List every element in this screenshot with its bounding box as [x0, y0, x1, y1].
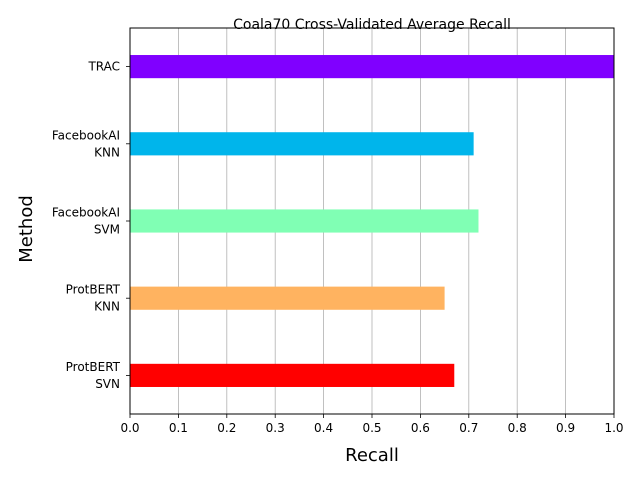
y-tick-label: SVN: [95, 377, 120, 391]
bar: [130, 286, 445, 310]
y-tick-label: KNN: [94, 145, 120, 159]
y-tick-label: KNN: [94, 300, 120, 314]
x-tick-label: 0.3: [266, 421, 285, 435]
x-tick-label: 0.4: [314, 421, 333, 435]
x-tick-label: 0.1: [169, 421, 188, 435]
x-tick-label: 1.0: [604, 421, 623, 435]
bars: [130, 55, 614, 387]
y-tick-label: FacebookAI: [52, 206, 120, 220]
bar: [130, 209, 479, 233]
y-tick-label: SVM: [94, 223, 120, 237]
x-tick-label: 0.6: [411, 421, 430, 435]
y-axis-label: Method: [16, 195, 37, 263]
x-tick-label: 0.5: [362, 421, 381, 435]
y-tick-label: ProtBERT: [66, 360, 121, 374]
bar: [130, 132, 474, 156]
y-tick-label: TRAC: [87, 60, 120, 74]
x-axis-label: Recall: [345, 445, 399, 466]
bar: [130, 363, 455, 387]
x-axis-ticks: 0.0 0.1 0.2 0.3 0.4 0.5 0.6 0.7 0.8 0.9 1.0: [120, 414, 624, 435]
x-tick-label: 0.0: [120, 421, 139, 435]
x-tick-label: 0.7: [459, 421, 478, 435]
bar: [130, 55, 614, 79]
chart-title: Coala70 Cross-Validated Average Recall: [233, 17, 511, 33]
x-tick-label: 0.2: [217, 421, 236, 435]
x-tick-label: 0.8: [508, 421, 527, 435]
y-tick-label: FacebookAI: [52, 128, 120, 142]
x-tick-label: 0.9: [556, 421, 575, 435]
y-axis-ticks: TRAC FacebookAI KNN FacebookAI SVM ProtBERT KN…: [52, 60, 130, 391]
y-tick-label: ProtBERT: [66, 283, 121, 297]
